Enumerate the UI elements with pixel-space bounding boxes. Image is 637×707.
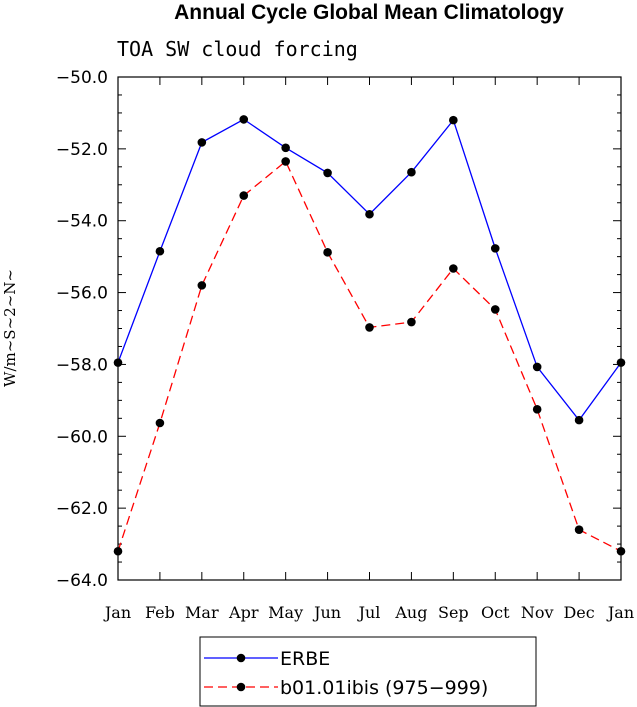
data-point	[616, 546, 626, 556]
y-tick-label: −50.0	[56, 68, 108, 88]
data-point	[574, 525, 584, 534]
data-point	[155, 418, 165, 428]
x-tick-label: Aug	[394, 603, 427, 622]
data-point	[281, 157, 290, 166]
data-point	[239, 115, 249, 124]
axis-ticks	[117, 76, 622, 581]
series-layer	[113, 115, 626, 556]
legend-label: ERBE	[280, 648, 330, 670]
y-tick-label: −54.0	[56, 212, 108, 232]
x-tick-label: Jul	[357, 603, 381, 622]
data-point	[365, 209, 374, 219]
legend-marker	[236, 653, 246, 663]
data-point	[449, 264, 458, 273]
chart-title: Annual Cycle Global Mean Climatology	[174, 1, 564, 24]
data-point	[616, 358, 626, 367]
data-point	[113, 358, 123, 367]
data-point	[449, 115, 458, 125]
data-point	[113, 546, 123, 556]
data-point	[407, 167, 416, 177]
y-tick-label: −60.0	[56, 427, 108, 447]
x-tick-label: Sep	[438, 603, 469, 622]
data-point	[155, 246, 165, 256]
x-tick-label: Oct	[481, 603, 510, 622]
data-point	[197, 281, 207, 290]
legend-items: ERBE b01.01ibis (975−999)	[204, 648, 488, 699]
data-point	[281, 143, 290, 153]
x-tick-label: Mar	[185, 603, 219, 622]
y-tick-label: −52.0	[56, 140, 108, 160]
x-tick-label: Dec	[563, 603, 594, 622]
x-tick-label: Jan	[103, 603, 131, 622]
chart-subtitle: TOA SW cloud forcing	[117, 37, 358, 61]
data-point	[532, 405, 542, 414]
data-point	[323, 248, 332, 257]
x-tick-labels: Jan Feb Mar Apr May Jun Jul Aug Sep Oct Nov Dec Jan	[103, 603, 634, 622]
series-line	[117, 118, 622, 422]
data-point	[407, 317, 416, 327]
y-tick-label: −56.0	[56, 284, 108, 304]
data-point	[239, 191, 249, 200]
y-tick-labels: −50.0 −52.0 −54.0 −56.0 −58.0 −60.0 −62.0 −64.0	[56, 68, 108, 591]
y-tick-label: −58.0	[56, 355, 108, 375]
y-tick-label: −64.0	[56, 571, 108, 591]
legend: ERBE b01.01ibis (975−999)	[199, 636, 537, 707]
legend-label: b01.01ibis (975−999)	[280, 677, 488, 699]
data-point	[574, 415, 584, 425]
x-tick-label: Feb	[145, 603, 175, 622]
x-tick-label: Apr	[228, 603, 259, 622]
data-point	[532, 362, 542, 372]
data-point	[490, 305, 500, 314]
x-tick-label: Jan	[606, 603, 634, 622]
x-tick-label: May	[268, 603, 303, 622]
series-line	[117, 160, 622, 552]
legend-marker	[236, 682, 246, 692]
data-point	[197, 138, 207, 147]
data-point	[490, 244, 500, 253]
y-tick-label: −62.0	[56, 499, 108, 519]
data-point	[323, 168, 332, 178]
legend-box	[199, 636, 537, 707]
y-axis-label: W/m~S~2~N~	[1, 269, 19, 387]
x-tick-label: Jun	[312, 603, 341, 622]
x-tick-label: Nov	[521, 603, 554, 622]
data-point	[365, 323, 374, 332]
